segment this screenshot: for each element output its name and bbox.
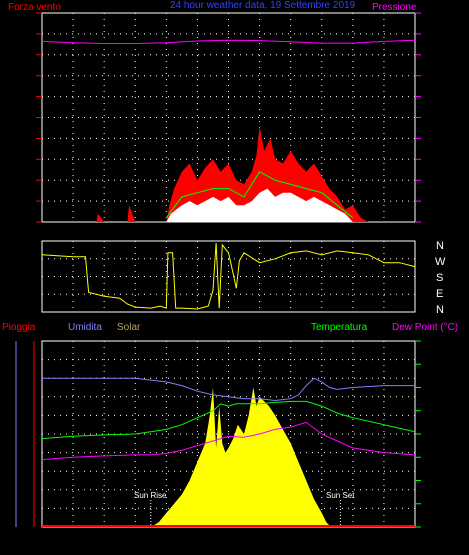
axis-layer [15,12,421,528]
series-layer [41,39,416,527]
pressure-label: Pressione [372,2,417,13]
solar-area [42,387,415,527]
compass-w: W [435,256,446,268]
wind-force-label: Forza vento [8,2,61,13]
legend-solar: Solar [117,322,141,333]
dewpoint-line [41,421,416,461]
compass-labels: N W S E N [435,240,446,316]
wind-line-series [165,171,354,219]
sunrise-annotation: Sun Rise [134,491,167,500]
compass-s: S [436,272,443,284]
wind-gust-area [42,125,415,222]
direction-line [41,242,416,310]
legend-temperature: Temperatura [311,322,368,333]
legend-rain: Pioggia [2,322,36,333]
legend-humidity: Umidita [68,322,102,333]
wind-average-area [42,188,415,222]
humidity-line [42,377,415,402]
chart-title: 24 hour weather data, 19 Settembre 2019 [170,0,356,11]
legend-dewpoint: Dew Point (°C) [392,322,458,333]
compass-n-bottom: N [436,304,444,316]
temperature-line [41,400,416,440]
compass-e: E [436,288,443,300]
compass-n-top: N [436,240,444,252]
pressure-line [41,39,416,44]
sunset-annotation: Sun Set [326,491,355,500]
